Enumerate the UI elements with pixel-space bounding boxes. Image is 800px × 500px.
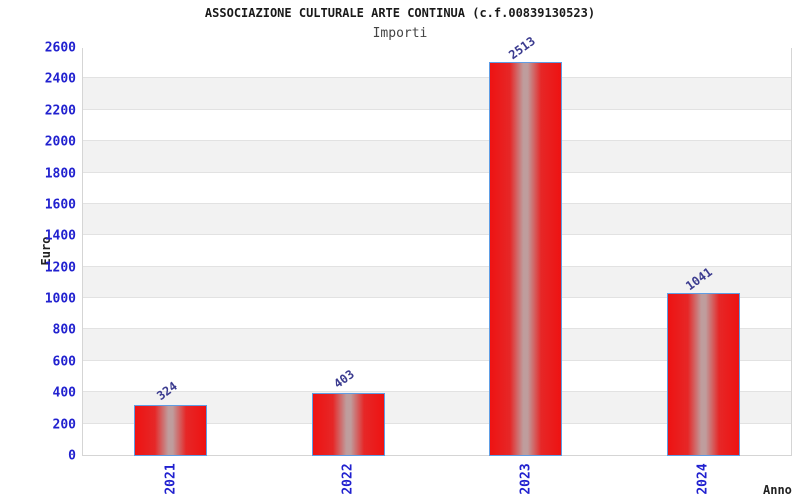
- gridline: [83, 140, 791, 142]
- gridline: [83, 422, 791, 424]
- x-tick-label-2022: 2022: [340, 463, 356, 495]
- gridline: [83, 359, 791, 361]
- gridline: [83, 265, 791, 267]
- chart-title: ASSOCIAZIONE CULTURALE ARTE CONTINUA (c.…: [204, 6, 596, 20]
- y-tick-label: 2400: [44, 71, 76, 87]
- bar-2023: [489, 61, 563, 456]
- gridline: [83, 234, 791, 236]
- grid-band: [83, 141, 791, 173]
- gridline: [83, 391, 791, 393]
- y-tick-label: 1400: [44, 228, 76, 244]
- y-tick-label: 1600: [44, 197, 76, 213]
- bar-2021: [134, 405, 208, 456]
- y-tick-label: 2200: [44, 103, 76, 119]
- y-tick-label: 800: [52, 322, 76, 338]
- y-tick-label: 400: [52, 385, 76, 401]
- gridline: [83, 202, 791, 204]
- y-tick-label: 200: [52, 417, 76, 433]
- y-tick-label: 0: [68, 448, 76, 464]
- y-tick-label: 1200: [44, 260, 76, 276]
- grid-band: [83, 203, 791, 236]
- gridline: [83, 108, 791, 110]
- x-tick-label-2023: 2023: [518, 463, 534, 495]
- bar-2022: [311, 392, 385, 456]
- grid-band: [83, 172, 791, 204]
- gridline: [83, 77, 791, 79]
- chart-subtitle: Importi: [372, 26, 428, 41]
- gridline: [83, 171, 791, 173]
- grid-band: [83, 109, 791, 142]
- x-tick-label-2021: 2021: [163, 463, 179, 495]
- gridline: [83, 328, 791, 330]
- grid-band: [83, 235, 791, 267]
- grid-band: [83, 78, 791, 110]
- grid-band: [83, 47, 791, 79]
- gridline: [83, 297, 791, 299]
- y-tick-label: 2000: [44, 134, 76, 150]
- bar-2024: [666, 292, 740, 456]
- x-axis-label: Anno: [763, 483, 792, 497]
- y-tick-label: 600: [52, 354, 76, 370]
- y-tick-label: 1000: [44, 291, 76, 307]
- y-tick-label: 1800: [44, 166, 76, 182]
- x-tick-label-2024: 2024: [695, 463, 711, 495]
- y-tick-label: 2600: [44, 40, 76, 56]
